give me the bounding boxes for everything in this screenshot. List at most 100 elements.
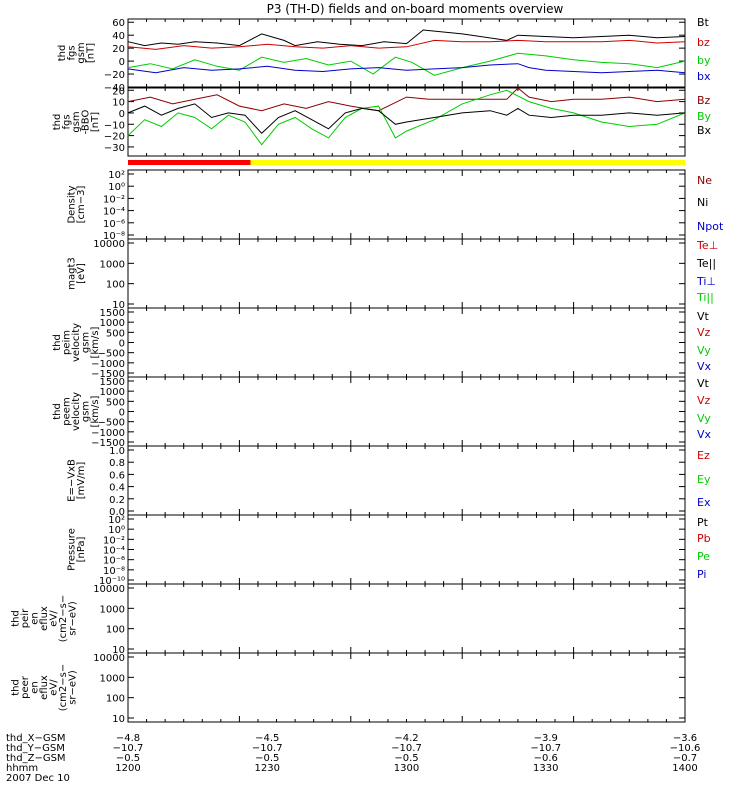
y-axis-label-line: thd bbox=[52, 114, 63, 131]
x-tick-label: −4.8 bbox=[116, 733, 140, 744]
date-label: 2007 Dec 10 bbox=[6, 773, 70, 784]
y-axis-label: E=−VxB[mV/m] bbox=[66, 459, 87, 502]
y-axis-label-line: fgs bbox=[66, 45, 77, 60]
y-tick-label: 10⁻⁸ bbox=[103, 566, 125, 577]
y-tick-label: 1.0 bbox=[109, 446, 125, 457]
series-line bbox=[127, 39, 686, 50]
y-tick-label: 1500 bbox=[100, 308, 125, 319]
panel-frame bbox=[127, 583, 686, 654]
x-row-label: hhmm bbox=[6, 763, 38, 774]
y-axis-label-line: sr−eV) bbox=[68, 601, 79, 636]
y-tick-label: 1000 bbox=[100, 387, 125, 398]
y-tick-label: 0.6 bbox=[109, 470, 125, 481]
legend-entry: Ti|| bbox=[696, 291, 714, 304]
legend-entry: Pb bbox=[697, 532, 711, 545]
x-tick-label: 1200 bbox=[115, 763, 140, 774]
y-tick-label: 10⁻⁶ bbox=[103, 219, 125, 230]
y-tick-label: 10⁻¹⁰ bbox=[99, 576, 125, 587]
x-tick-label: −10.7 bbox=[252, 743, 283, 754]
x-tick-label: −10.7 bbox=[530, 743, 561, 754]
legend-entry: Vy bbox=[697, 344, 711, 357]
legend-entry: Vz bbox=[697, 394, 711, 407]
legend-entry: Vt bbox=[697, 310, 710, 323]
y-tick-label: 10⁻⁴ bbox=[103, 546, 125, 557]
status-bar bbox=[128, 160, 686, 165]
y-axis-label-line: fgs bbox=[62, 114, 73, 129]
y-axis-label: magt3[eV] bbox=[66, 257, 87, 290]
y-tick-label: 1000 bbox=[100, 259, 125, 270]
y-axis-label-line: (cm2−s− bbox=[58, 664, 69, 711]
y-tick-label: 100 bbox=[106, 694, 125, 705]
y-axis-label-line: thd bbox=[57, 45, 68, 62]
y-tick-label: 100 bbox=[106, 625, 125, 636]
y-tick-label: 10² bbox=[108, 515, 125, 526]
y-tick-label: 0 bbox=[119, 57, 125, 68]
x-tick-label: 1330 bbox=[533, 763, 558, 774]
x-tick-label: −10.6 bbox=[670, 743, 701, 754]
y-axis-label-line: eflux bbox=[39, 675, 50, 700]
y-axis-label-line: thd bbox=[52, 403, 63, 420]
y-tick-label: 100 bbox=[106, 280, 125, 291]
legend-entry: Ni bbox=[697, 196, 708, 209]
y-axis-label-line: [nPa] bbox=[76, 536, 87, 562]
x-tick-label: −0.5 bbox=[116, 753, 140, 764]
y-axis-label-line: (cm2−s− bbox=[58, 595, 69, 642]
y-tick-label: 10⁻² bbox=[103, 194, 125, 205]
y-tick-label: 500 bbox=[106, 397, 125, 408]
legend-entry: Ez bbox=[697, 449, 710, 462]
series-line bbox=[127, 52, 686, 76]
x-tick-label: −4.5 bbox=[255, 733, 279, 744]
y-axis-label-line: velocity bbox=[71, 392, 82, 431]
y-axis-label-line: peer bbox=[20, 675, 31, 699]
legend-entry: Pt bbox=[697, 516, 709, 529]
y-tick-label: −500 bbox=[98, 349, 125, 360]
legend-entry: Te⊥ bbox=[696, 239, 718, 252]
panel-frame bbox=[127, 445, 686, 516]
x-tick-label: −0.5 bbox=[394, 753, 418, 764]
legend-entry: Vx bbox=[697, 428, 712, 441]
legend-entry: Pi bbox=[697, 568, 706, 581]
legend-entry: By bbox=[697, 110, 712, 123]
y-tick-label: −10 bbox=[104, 120, 125, 131]
y-axis-label-line: gsm bbox=[81, 332, 92, 353]
y-tick-label: 20 bbox=[112, 44, 125, 55]
y-axis-label-line: thd bbox=[52, 334, 63, 351]
panel-9: 10000 1000 100 10 thdpeirenefluxeV/(cm2−s−sr… bbox=[11, 583, 686, 656]
y-tick-label: 0 bbox=[119, 408, 125, 419]
legend-entry: Bx bbox=[697, 124, 712, 137]
y-axis-label-line: [nT] bbox=[85, 43, 96, 63]
y-axis-label-line: peem bbox=[62, 397, 73, 425]
y-axis-label-line: eflux bbox=[39, 606, 50, 631]
x-row-label: thd_X−GSM bbox=[6, 733, 66, 744]
y-tick-label: 0 bbox=[119, 109, 125, 120]
y-axis-label-line: -BBO bbox=[81, 110, 92, 135]
legend-entry: Ey bbox=[697, 473, 711, 486]
y-axis-label-line: peir bbox=[20, 608, 31, 628]
x-tick-label: −10.7 bbox=[113, 743, 144, 754]
y-tick-label: −500 bbox=[98, 418, 125, 429]
legend-entry: Te|| bbox=[696, 257, 716, 270]
y-axis-label-line: magt3 bbox=[66, 257, 77, 290]
y-tick-label: 10⁰ bbox=[108, 525, 125, 536]
y-tick-label: 10000 bbox=[93, 584, 125, 595]
panel-frame bbox=[127, 514, 686, 585]
legend-entry: Npot bbox=[697, 220, 724, 233]
x-tick-label: −0.5 bbox=[255, 753, 279, 764]
y-tick-label: −1000 bbox=[91, 359, 125, 370]
panel-frame bbox=[127, 307, 686, 378]
series-line bbox=[127, 87, 686, 112]
y-axis-label: Pressure[nPa] bbox=[66, 528, 87, 571]
y-axis-label-line: en bbox=[30, 681, 41, 694]
panel-frame bbox=[127, 652, 686, 723]
y-tick-label: 20 bbox=[112, 86, 125, 97]
legend-entry: by bbox=[697, 54, 711, 67]
panels: 6040200−20−40thdfgsgsm[nT]Btbzbybx20100−… bbox=[11, 16, 724, 725]
y-axis-label-line: [km/s] bbox=[90, 395, 101, 427]
panel-frame bbox=[127, 169, 686, 240]
